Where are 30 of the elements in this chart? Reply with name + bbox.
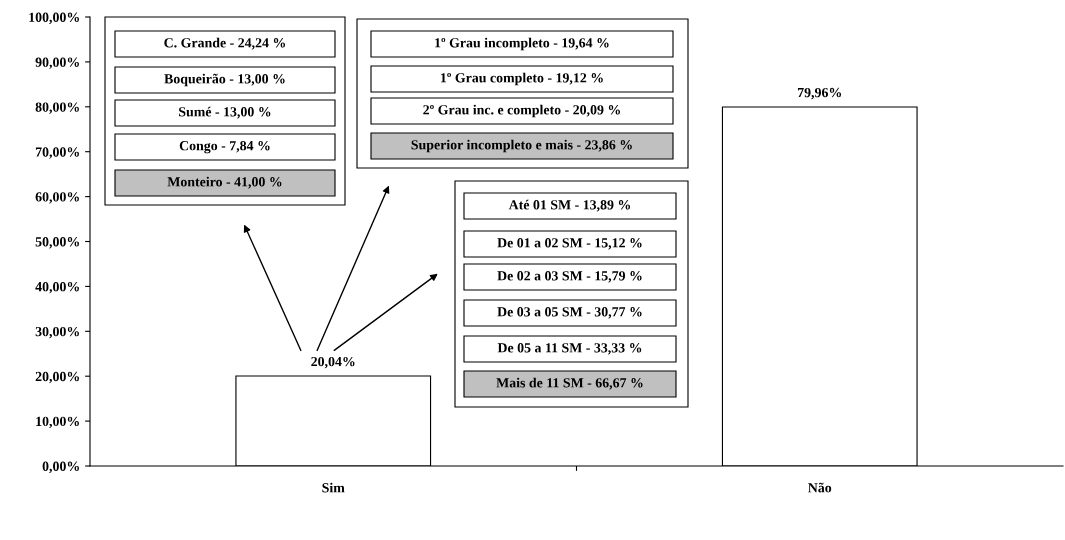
y-tick-label: 10,00% [36, 416, 79, 429]
y-tick-label: 80,00% [35, 102, 79, 114]
y-tick-label: 0,00% [42, 461, 79, 473]
y-tick-label: 40,00% [35, 281, 79, 294]
annotation: C. Grande - 24,24 % [164, 37, 286, 50]
annotation: Superior incompleto e mais - 23,86 % [411, 139, 632, 153]
annotation: 1º Grau completo - 19,12 % [440, 72, 603, 86]
annotation: 2º Grau inc. e completo - 20,09 % [423, 104, 621, 118]
annotation: 1º Grau incompleto - 19,64 % [435, 37, 609, 51]
y-tick-label: 30,00% [35, 326, 79, 339]
y-tick-label: 50,00% [35, 237, 79, 249]
annotation: Congo - 7,84 % [179, 141, 270, 154]
annotation: De 02 a 03 SM - 15,79 % [497, 271, 642, 283]
annotation: De 05 a 11 SM - 33,33 % [497, 343, 642, 355]
data-label: 79,96% [797, 87, 842, 100]
y-tick-label: 60,00% [35, 192, 79, 204]
x-tick-label: Sim [322, 482, 345, 493]
annotation: Boqueirão - 13,00 % [164, 73, 285, 87]
annotation: Monteiro - 41,00 % [167, 176, 282, 189]
y-tick-label: 90,00% [35, 57, 79, 69]
y-tick-label: 20,00% [35, 371, 79, 384]
y-tick-label: 70,00% [35, 147, 79, 159]
x-tick-label: Não [808, 482, 832, 493]
y-tick-label: 100,00% [29, 12, 79, 24]
data-label: 20,04% [311, 356, 355, 369]
annotation: De 03 a 05 SM - 30,77 % [497, 307, 642, 319]
annotation: Sumé - 13,00 % [179, 106, 271, 119]
annotation: De 01 a 02 SM - 15,12 % [497, 238, 642, 250]
annotation: Até 01 SM - 13,89 % [508, 199, 631, 212]
annotation: Mais de 11 SM - 66,67 % [496, 377, 643, 390]
